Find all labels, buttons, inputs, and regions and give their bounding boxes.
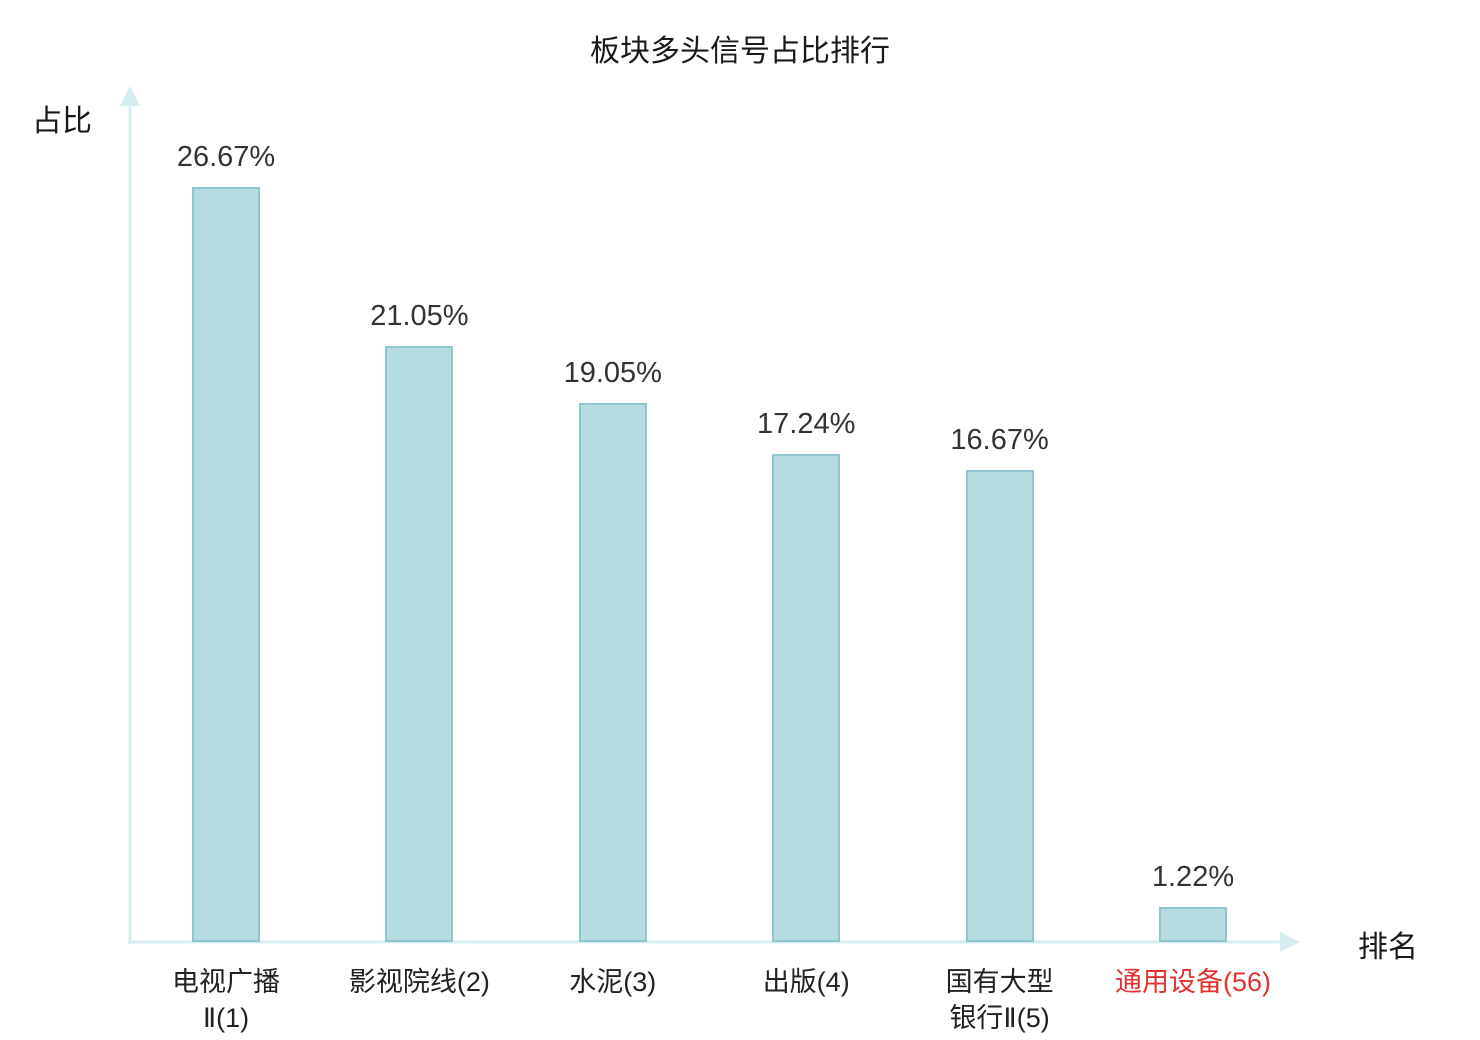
chart-title: 板块多头信号占比排行 [590, 35, 890, 68]
category-label: 电视广播 Ⅱ(1) [172, 967, 280, 1034]
x-axis-label: 排名 [1358, 931, 1418, 964]
bar-1 [192, 187, 260, 942]
bar-value-label: 21.05% [370, 300, 469, 332]
x-axis-arrow-icon [1280, 932, 1300, 952]
category-label: 出版(4) [762, 967, 850, 997]
bar-value-label: 1.22% [1151, 861, 1235, 893]
category-label: 通用设备(56) [1114, 967, 1271, 997]
bar-value-label: 17.24% [757, 408, 856, 440]
bar-6 [1159, 907, 1227, 942]
bar-value-label: 16.67% [950, 424, 1049, 456]
bar-value-label: 19.05% [563, 357, 662, 389]
y-axis-arrow-icon [120, 86, 140, 106]
bar-5 [965, 470, 1034, 942]
bar-3 [578, 403, 647, 942]
category-label: 影视院线(2) [348, 967, 490, 997]
category-label: 水泥(3) [569, 967, 657, 997]
bar-4 [772, 454, 841, 942]
y-axis-label: 占比 [32, 105, 92, 138]
category-label: 国有大型 银行Ⅱ(5) [945, 967, 1054, 1034]
bar-2 [385, 346, 454, 942]
bar-value-label: 26.67% [176, 141, 276, 173]
